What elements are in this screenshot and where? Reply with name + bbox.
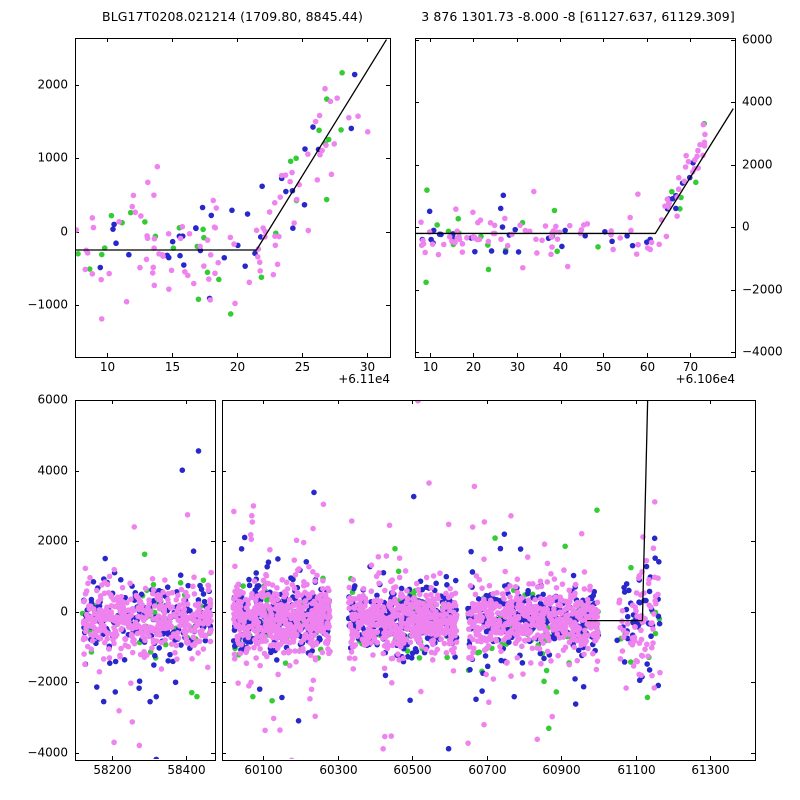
panel1-title: BLG17T0208.021214 (1709.80, 8845.44) <box>102 9 363 24</box>
panel2-title: 3 876 1301.73 -8.000 -8 [61127.637, 6112… <box>421 9 735 24</box>
